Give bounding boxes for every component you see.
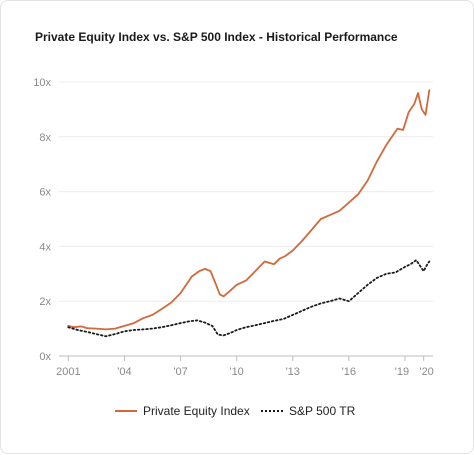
legend-item-private-equity: Private Equity Index <box>115 404 250 418</box>
x-tick-label: '13 <box>286 366 300 378</box>
chart-title: Private Equity Index vs. S&P 500 Index -… <box>35 30 398 44</box>
y-tick-label: 2x <box>39 296 51 308</box>
y-tick-label: 10x <box>33 77 51 89</box>
y-tick-label: 6x <box>39 187 51 199</box>
x-tick-label: '10 <box>229 366 243 378</box>
legend-item-sp500: S&P 500 TR <box>261 404 355 418</box>
x-tick-label: '20 <box>419 366 433 378</box>
y-tick-label: 8x <box>39 132 51 144</box>
legend-swatch-sp500 <box>261 410 283 412</box>
x-tick-label: '07 <box>173 366 187 378</box>
series-line-sp500 <box>67 259 431 338</box>
x-tick-label: 2001 <box>56 366 80 378</box>
y-tick-label: 4x <box>39 241 51 253</box>
x-tick-label: '04 <box>117 366 131 378</box>
legend-swatch-private-equity <box>115 410 137 412</box>
x-tick-label: '19 <box>395 366 409 378</box>
legend-label-private-equity: Private Equity Index <box>143 404 250 418</box>
legend-label-sp500: S&P 500 TR <box>289 404 356 418</box>
series-line-private-equity <box>67 89 431 331</box>
y-tick-label: 0x <box>39 351 51 363</box>
x-tick-label: '16 <box>342 366 356 378</box>
